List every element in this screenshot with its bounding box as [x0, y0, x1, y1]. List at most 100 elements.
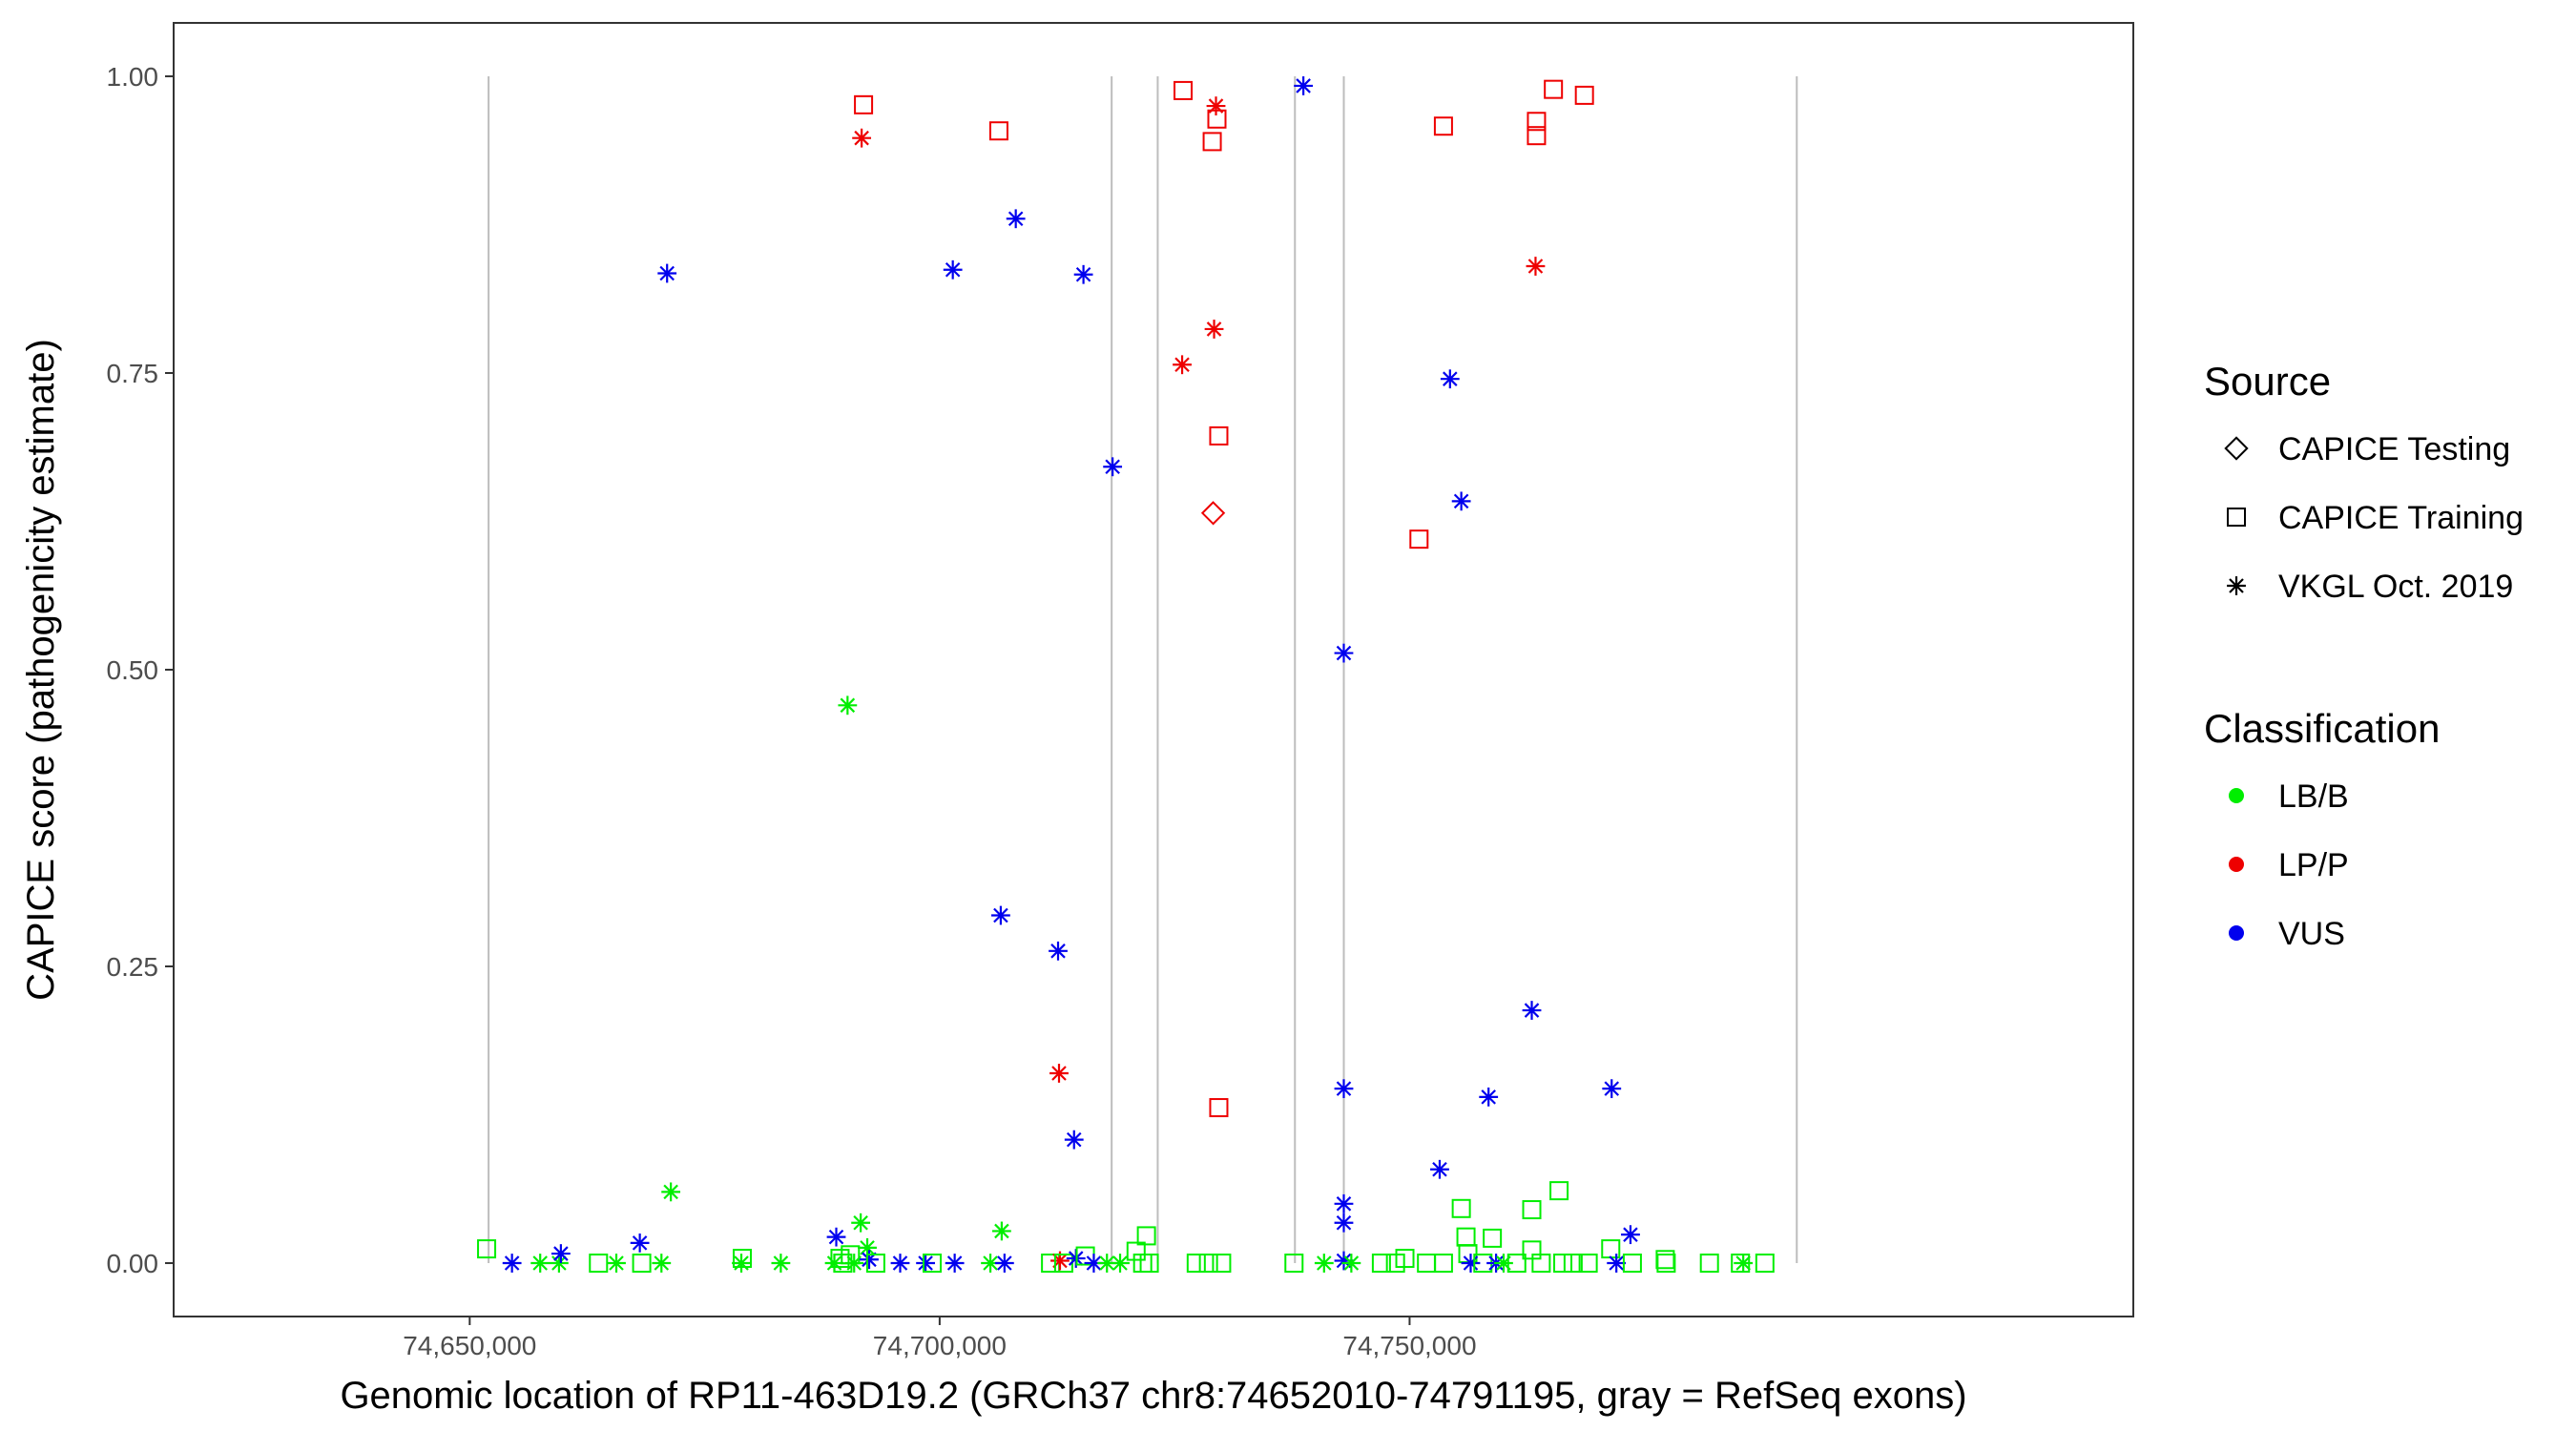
data-point [945, 1254, 965, 1273]
data-point [1522, 1200, 1542, 1220]
data-point [1341, 1254, 1361, 1273]
data-point [632, 1254, 652, 1274]
data-point [838, 695, 858, 716]
data-point [551, 1244, 571, 1263]
data-point [1755, 1254, 1775, 1274]
data-point [630, 1233, 650, 1253]
data-points [477, 76, 1775, 1274]
x-axis-ticks: 74,650,000 74,700,000 74,750,000 [403, 1317, 1477, 1360]
data-point [991, 905, 1010, 925]
data-point [1622, 1254, 1642, 1274]
data-point [1461, 1254, 1481, 1273]
data-point [1451, 1198, 1471, 1218]
data-point [854, 94, 874, 114]
data-point [1284, 1254, 1304, 1274]
data-point [477, 1239, 497, 1259]
data-point [1417, 1254, 1437, 1274]
data-point [1132, 1254, 1153, 1274]
data-point [1553, 1254, 1573, 1274]
plot-panel-border [173, 22, 2134, 1317]
data-point [1126, 1241, 1146, 1261]
data-point [1479, 1087, 1499, 1107]
data-point [1621, 1225, 1640, 1245]
data-point [1334, 643, 1354, 663]
data-point [1483, 1228, 1503, 1248]
data-point [1314, 1254, 1334, 1273]
data-point [890, 1254, 910, 1273]
data-point [1440, 369, 1460, 389]
data-point [1602, 1079, 1622, 1099]
data-point [1209, 425, 1229, 446]
data-point [1734, 1254, 1754, 1273]
data-point [1204, 320, 1224, 339]
data-point [1200, 501, 1226, 526]
data-point [1334, 1193, 1354, 1213]
data-point [1103, 457, 1123, 477]
data-point [1607, 1254, 1627, 1273]
legend-key-dot [2229, 788, 2244, 803]
data-point [1334, 1079, 1354, 1099]
data-point [844, 1254, 864, 1273]
legend-label: VUS [2278, 916, 2345, 952]
data-point [607, 1254, 626, 1273]
data-point [1522, 1001, 1542, 1020]
data-point [1655, 1250, 1675, 1270]
data-point [943, 259, 963, 280]
data-point [1049, 941, 1068, 961]
y-tick-label: 0.25 [107, 952, 159, 982]
y-tick-label: 0.75 [107, 359, 159, 388]
data-point [1198, 1254, 1218, 1274]
data-point [733, 1249, 753, 1269]
data-point [1433, 1254, 1453, 1274]
legend-key-asterisk [2227, 576, 2246, 595]
data-point [1578, 1254, 1598, 1274]
data-point [771, 1254, 791, 1273]
data-point [1064, 1130, 1084, 1150]
data-point [589, 1254, 609, 1274]
data-point [1433, 116, 1453, 136]
data-point [916, 1254, 936, 1273]
y-axis-title: CAPICE score (pathogenicity estimate) [20, 339, 62, 1001]
data-point [1549, 1181, 1569, 1201]
data-point [1049, 1064, 1069, 1083]
data-point [1206, 96, 1226, 115]
data-point [657, 263, 677, 283]
data-point [1531, 1254, 1551, 1274]
legend-key-dot [2229, 925, 2244, 941]
data-point [1563, 1254, 1583, 1274]
data-point [1202, 132, 1222, 152]
legend-title-classification: Classification [2204, 706, 2440, 751]
legend-label: LB/B [2278, 778, 2349, 815]
exon-lines [488, 75, 1798, 1264]
data-point [988, 121, 1008, 141]
x-tick-label: 74,650,000 [403, 1331, 536, 1360]
data-point [1174, 80, 1194, 100]
x-tick-label: 74,700,000 [873, 1331, 1007, 1360]
x-tick-label: 74,750,000 [1342, 1331, 1476, 1360]
data-point [992, 1221, 1011, 1241]
data-point [1527, 126, 1547, 146]
data-point [1006, 209, 1026, 229]
data-point [1186, 1254, 1206, 1274]
data-point [1207, 109, 1227, 129]
data-point [981, 1254, 1000, 1273]
legend-label: LP/P [2278, 847, 2349, 883]
y-axis-ticks: 0.00 0.25 0.50 0.75 1.00 [107, 62, 174, 1278]
data-point [858, 1237, 877, 1257]
data-point [1527, 112, 1547, 132]
legend-key-dot [2229, 857, 2244, 872]
data-point [852, 128, 872, 148]
legend-key-diamond [2224, 436, 2249, 461]
legend: Source CAPICE Testing CAPICE Training VKGL … [2204, 359, 2524, 952]
data-point [732, 1254, 751, 1273]
legend-label: VKGL Oct. 2019 [2278, 569, 2513, 605]
data-point [1506, 1254, 1527, 1274]
data-point [1526, 257, 1546, 276]
data-point [1371, 1254, 1391, 1274]
x-axis-title: Genomic location of RP11-463D19.2 (GRCh3… [340, 1375, 1966, 1417]
legend-label: CAPICE Testing [2278, 431, 2510, 467]
data-point [1073, 264, 1093, 284]
data-point [1136, 1226, 1156, 1246]
data-point [652, 1254, 672, 1273]
